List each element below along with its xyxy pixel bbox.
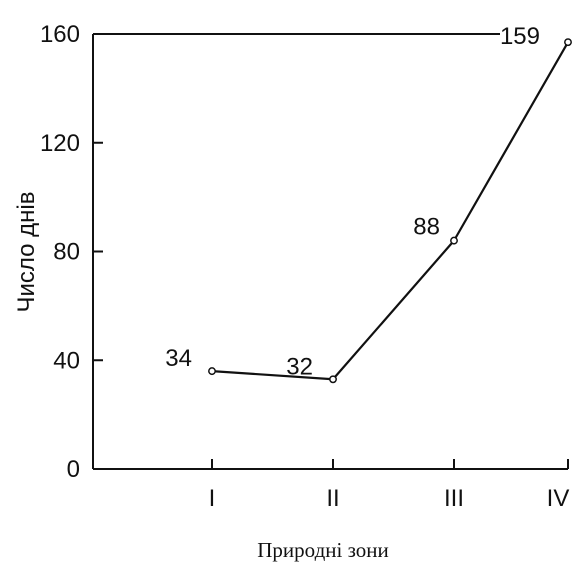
x-tick-label: III — [444, 485, 464, 512]
data-point — [208, 367, 216, 376]
data-label: 159 — [500, 23, 540, 50]
data-label: 34 — [165, 345, 192, 372]
x-axis-title: Природні зони — [257, 538, 388, 562]
x-tick-label: I — [209, 485, 216, 512]
series-group: 34 32 88 159 — [165, 23, 572, 384]
y-axis-ticks: 0 40 80 120 160 — [40, 21, 103, 483]
x-tick-label: II — [326, 485, 339, 512]
plot-frame — [92, 33, 568, 470]
series-line — [211, 41, 569, 381]
data-point — [329, 375, 337, 384]
y-tick-label: 120 — [40, 130, 80, 157]
data-point — [564, 38, 572, 47]
y-tick-label: 0 — [67, 456, 80, 483]
x-tick-label: IV — [547, 485, 570, 512]
data-point — [450, 236, 458, 245]
y-tick-label: 160 — [40, 21, 80, 48]
data-label: 88 — [413, 214, 440, 241]
x-axis-ticks: I II III IV — [209, 459, 570, 512]
data-label: 32 — [286, 353, 313, 380]
y-axis-title: Число днів — [13, 191, 40, 312]
y-tick-label: 80 — [53, 239, 80, 266]
y-tick-label: 40 — [53, 347, 80, 374]
